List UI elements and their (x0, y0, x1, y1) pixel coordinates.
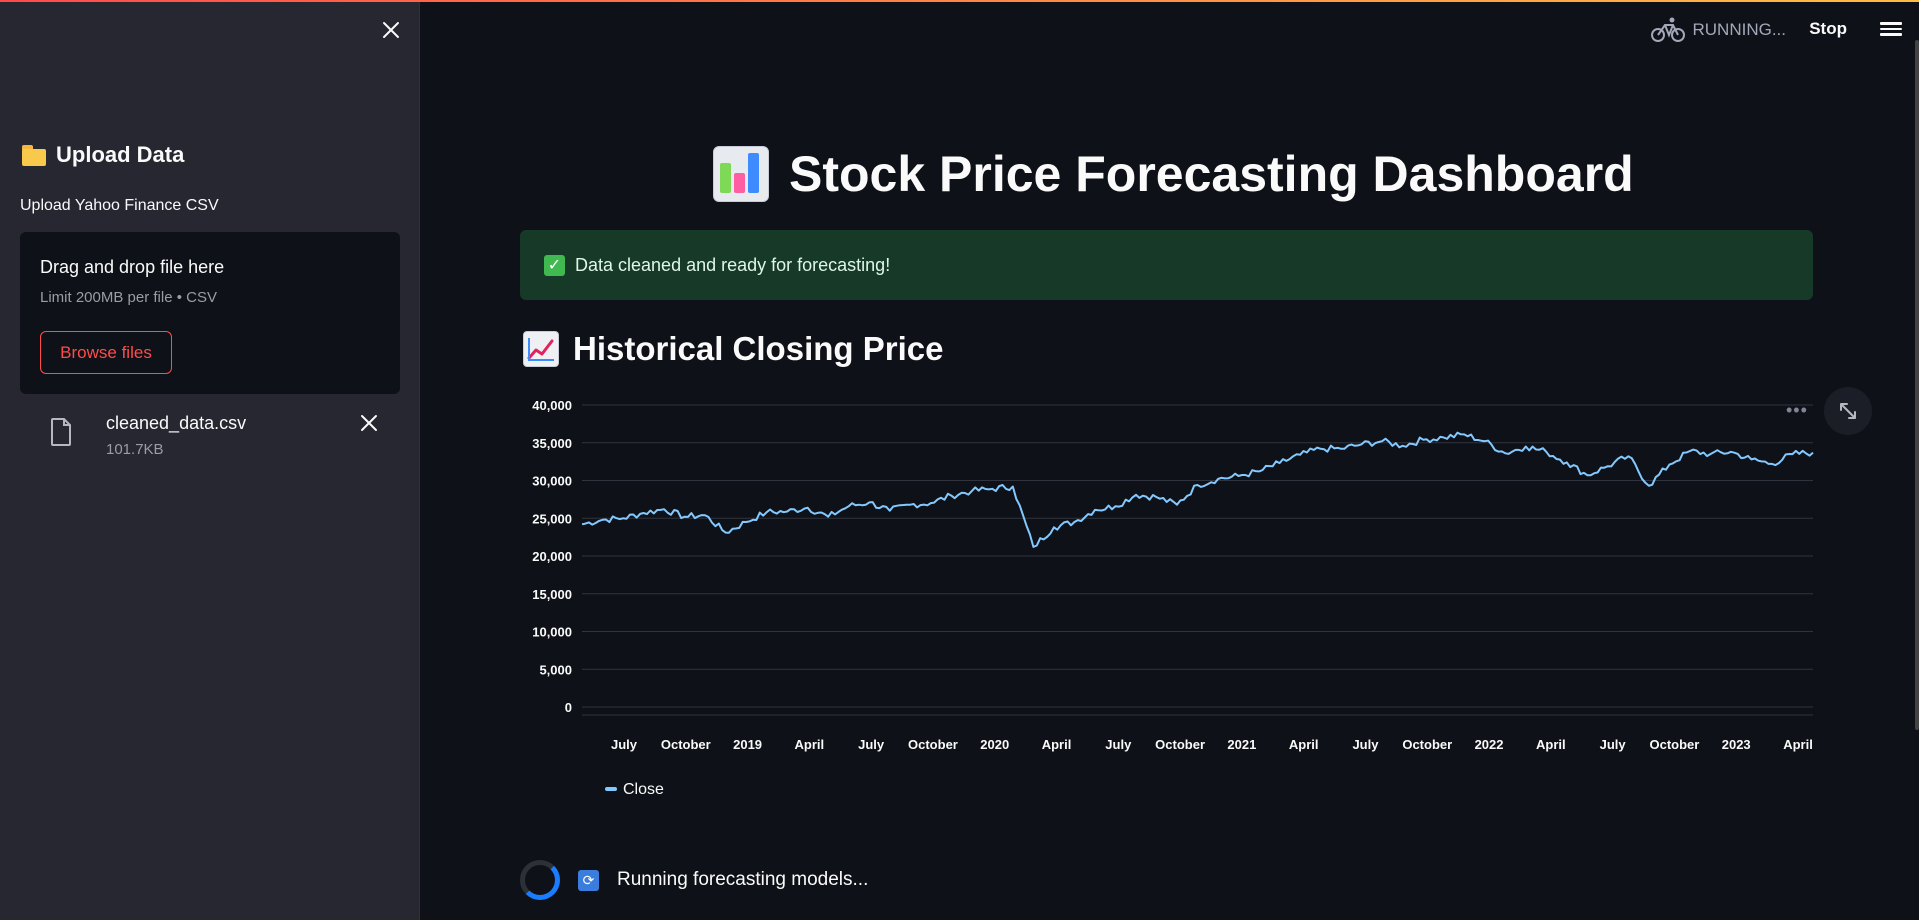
section-header: Historical Closing Price (523, 330, 943, 368)
file-icon (50, 418, 72, 446)
chart-increasing-icon (523, 331, 559, 367)
x-tick-label: July (1352, 737, 1379, 752)
y-tick-label: 40,000 (532, 398, 572, 413)
page-title-text: Stock Price Forecasting Dashboard (789, 145, 1634, 203)
success-alert: ✓ Data cleaned and ready for forecasting… (520, 230, 1813, 300)
status-row: ⟳ Running forecasting models... (520, 860, 868, 900)
x-tick-label: April (1289, 737, 1319, 752)
x-tick-label: 2021 (1227, 737, 1256, 752)
top-decoration-bar (0, 0, 1919, 2)
y-tick-label: 20,000 (532, 549, 572, 564)
x-tick-label: October (1402, 737, 1452, 752)
x-tick-label: April (1042, 737, 1072, 752)
sidebar-header: Upload Data (20, 142, 184, 168)
close-sidebar-icon[interactable] (378, 18, 404, 44)
y-tick-label: 5,000 (539, 662, 572, 677)
close-series-line (582, 433, 1813, 547)
x-tick-label: July (611, 737, 638, 752)
status-message: Running forecasting models... (617, 869, 868, 891)
sidebar-title: Upload Data (56, 142, 184, 168)
y-tick-label: 25,000 (532, 511, 572, 526)
dropzone-limit: Limit 200MB per file • CSV (40, 289, 217, 306)
x-tick-label: 2023 (1722, 737, 1751, 752)
y-tick-label: 0 (565, 700, 572, 715)
dropzone-title: Drag and drop file here (40, 257, 224, 278)
bicycle-icon (1651, 16, 1685, 44)
x-tick-label: October (1649, 737, 1699, 752)
x-tick-label: 2022 (1475, 737, 1504, 752)
folder-icon (20, 144, 48, 166)
close-icon (381, 20, 401, 40)
uploader-label: Upload Yahoo Finance CSV (20, 197, 219, 215)
file-dropzone[interactable]: Drag and drop file here Limit 200MB per … (20, 232, 400, 394)
legend-swatch (605, 787, 617, 791)
uploaded-file-item: cleaned_data.csv 101.7KB (20, 405, 400, 465)
fullscreen-icon[interactable] (1824, 387, 1872, 435)
bar-chart-icon (713, 146, 769, 202)
scrollbar[interactable] (1915, 40, 1919, 730)
browse-files-button[interactable]: Browse files (40, 331, 172, 374)
remove-file-icon[interactable] (356, 410, 382, 436)
success-message: Data cleaned and ready for forecasting! (575, 255, 890, 276)
running-label: RUNNING... (1693, 20, 1787, 40)
page-title: Stock Price Forecasting Dashboard (713, 145, 1634, 203)
x-tick-label: 2019 (733, 737, 762, 752)
check-mark-icon: ✓ (544, 255, 565, 276)
main-menu-icon[interactable] (1880, 19, 1902, 39)
legend-label: Close (623, 781, 664, 798)
x-tick-label: July (1105, 737, 1132, 752)
file-name: cleaned_data.csv (106, 413, 246, 434)
x-tick-label: April (1783, 737, 1813, 752)
y-tick-label: 30,000 (532, 474, 572, 489)
refresh-icon: ⟳ (578, 870, 599, 891)
loading-spinner (520, 860, 560, 900)
y-tick-label: 15,000 (532, 587, 572, 602)
x-tick-label: October (908, 737, 958, 752)
x-tick-label: July (858, 737, 885, 752)
x-tick-label: October (661, 737, 711, 752)
closing-price-chart: 40,000 35,000 30,000 25,000 20,000 15,000 10,0… (520, 385, 1820, 805)
file-size: 101.7KB (106, 441, 164, 458)
y-tick-label: 35,000 (532, 436, 572, 451)
x-tick-label: April (1536, 737, 1566, 752)
stop-button[interactable]: Stop (1809, 19, 1847, 39)
x-tick-label: April (795, 737, 825, 752)
sidebar: Upload Data Upload Yahoo Finance CSV Dra… (0, 0, 420, 920)
chart-svg: 40,000 35,000 30,000 25,000 20,000 15,000 10,0… (520, 385, 1820, 805)
x-tick-label: October (1155, 737, 1205, 752)
section-title: Historical Closing Price (573, 330, 943, 368)
x-tick-label: 2020 (980, 737, 1009, 752)
y-tick-label: 10,000 (532, 625, 572, 640)
running-indicator: RUNNING... (1651, 16, 1787, 44)
x-tick-label: July (1600, 737, 1627, 752)
